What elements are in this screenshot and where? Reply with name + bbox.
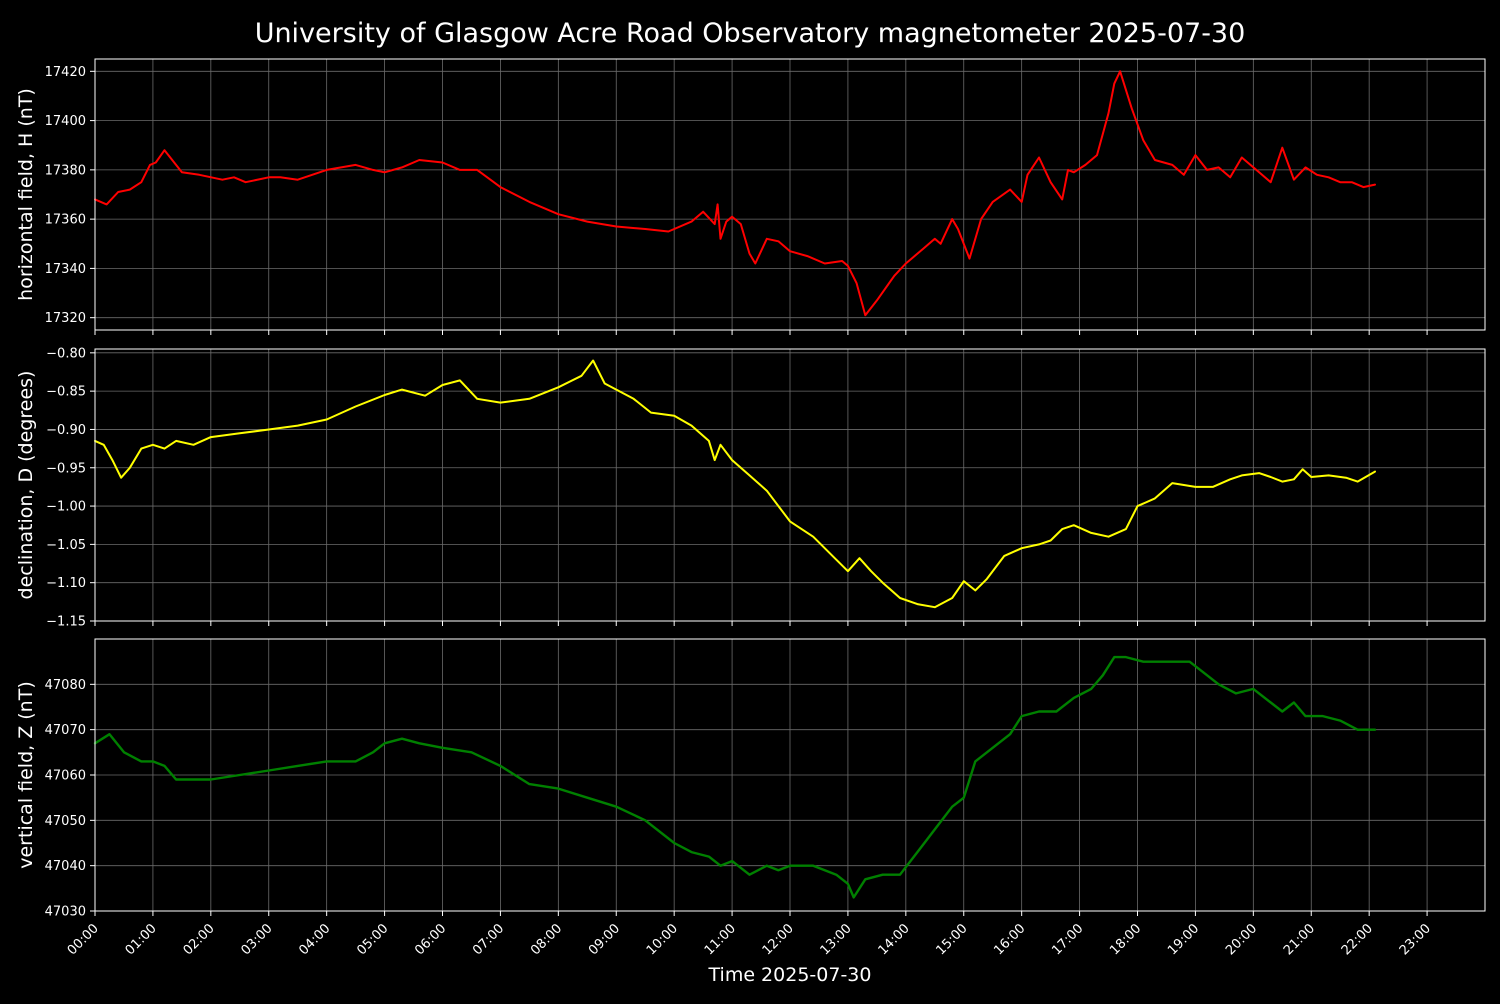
data-line-series-1 [94, 70, 1376, 317]
y-tick-label: 17400 [45, 114, 86, 129]
y-tick-label: −1.15 [46, 615, 86, 630]
data-line-series-2 [94, 359, 1376, 609]
y-tick-label: −1.05 [46, 538, 86, 553]
y-tick-label: −0.90 [46, 423, 86, 438]
plot-frame [94, 58, 1486, 331]
data-line-series-3 [93, 655, 1377, 899]
y-tick-label: 47080 [45, 678, 86, 693]
y-tick-label: −0.85 [46, 385, 86, 400]
y-tick-label: 17380 [45, 163, 86, 178]
y-tick-label: 17340 [45, 262, 86, 277]
y-tick-label: 47060 [45, 769, 86, 784]
y-tick-label: 17360 [45, 213, 86, 228]
plot-frame [94, 638, 1486, 912]
chart-title: University of Glasgow Acre Road Observat… [255, 18, 1246, 49]
chart-panel-2: −1.15 −1.10 −1.05 −1.00 −0.95 −0.90 −0.85 −0.80… [15, 346, 1486, 630]
x-axis-title: Time 2025-07-30 [708, 964, 872, 986]
y-tick-label: 47050 [45, 814, 86, 829]
y-axis-title: declination, D (degrees) [15, 371, 37, 600]
y-tick-label: 47040 [45, 859, 86, 874]
plot-frame [94, 348, 1486, 622]
y-axis-title: vertical field, Z (nT) [15, 681, 37, 869]
y-tick-label: 47030 [45, 905, 86, 920]
y-tick-label: 17320 [45, 311, 86, 326]
chart-panel-1: 17320 17340 17360 17380 17400 17420 horizontal… [15, 58, 1486, 335]
y-tick-label: −0.80 [46, 346, 86, 361]
y-axis-title: horizontal field, H (nT) [15, 88, 37, 301]
y-tick-label: 17420 [45, 65, 86, 80]
y-tick-label: −1.10 [46, 576, 86, 591]
y-tick-label: 47070 [45, 723, 86, 738]
y-tick-label: −0.95 [46, 461, 86, 476]
y-tick-label: −1.00 [46, 500, 86, 515]
chart-panel-3: 47030 47040 47050 47060 47070 47080 vertical f… [15, 638, 1486, 920]
